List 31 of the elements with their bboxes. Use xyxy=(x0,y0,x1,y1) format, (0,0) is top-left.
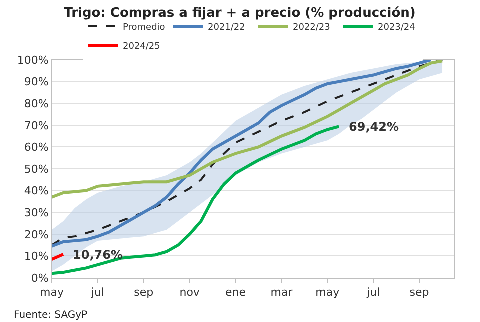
y-tick-label: 80% xyxy=(24,97,49,110)
line-series xyxy=(52,125,341,276)
x-tick-label: sep xyxy=(134,286,154,300)
y-tick-label: 0% xyxy=(31,272,49,285)
source-note: Fuente: SAGyP xyxy=(14,310,88,321)
data-label: 69,42% xyxy=(349,120,399,134)
x-tick-label: jul xyxy=(366,286,380,300)
data-label: 10,76% xyxy=(73,248,123,262)
legend-label: 2024/25 xyxy=(123,42,160,52)
legend-label: 2021/22 xyxy=(208,23,246,34)
x-tick-label: ene xyxy=(226,286,246,300)
y-tick-label: 40% xyxy=(24,184,49,198)
line-series xyxy=(52,60,444,199)
y-tick-label: 100% xyxy=(17,54,49,67)
y-tick-label: 90% xyxy=(24,76,49,89)
x-tick-label: sep xyxy=(410,286,430,300)
legend-label: 2022/23 xyxy=(293,23,330,34)
y-tick-label: 10% xyxy=(24,250,49,264)
x-tick-label: may xyxy=(316,286,340,300)
chart-title: Trigo: Compras a fijar + a precio (% producción) xyxy=(64,6,416,22)
legend-label: Promedio xyxy=(123,23,166,34)
y-tick-label: 70% xyxy=(24,119,49,132)
y-tick-label: 50% xyxy=(24,162,49,176)
y-tick-label: 20% xyxy=(24,228,49,242)
x-tick-label: jul xyxy=(90,286,104,300)
y-tick-label: 30% xyxy=(24,206,49,220)
x-tick-label: mar xyxy=(270,286,294,300)
legend-label: 2023/24 xyxy=(378,23,416,34)
x-tick-label: may xyxy=(40,286,64,300)
y-tick-label: 60% xyxy=(24,141,49,154)
x-tick-label: nov xyxy=(180,286,200,300)
